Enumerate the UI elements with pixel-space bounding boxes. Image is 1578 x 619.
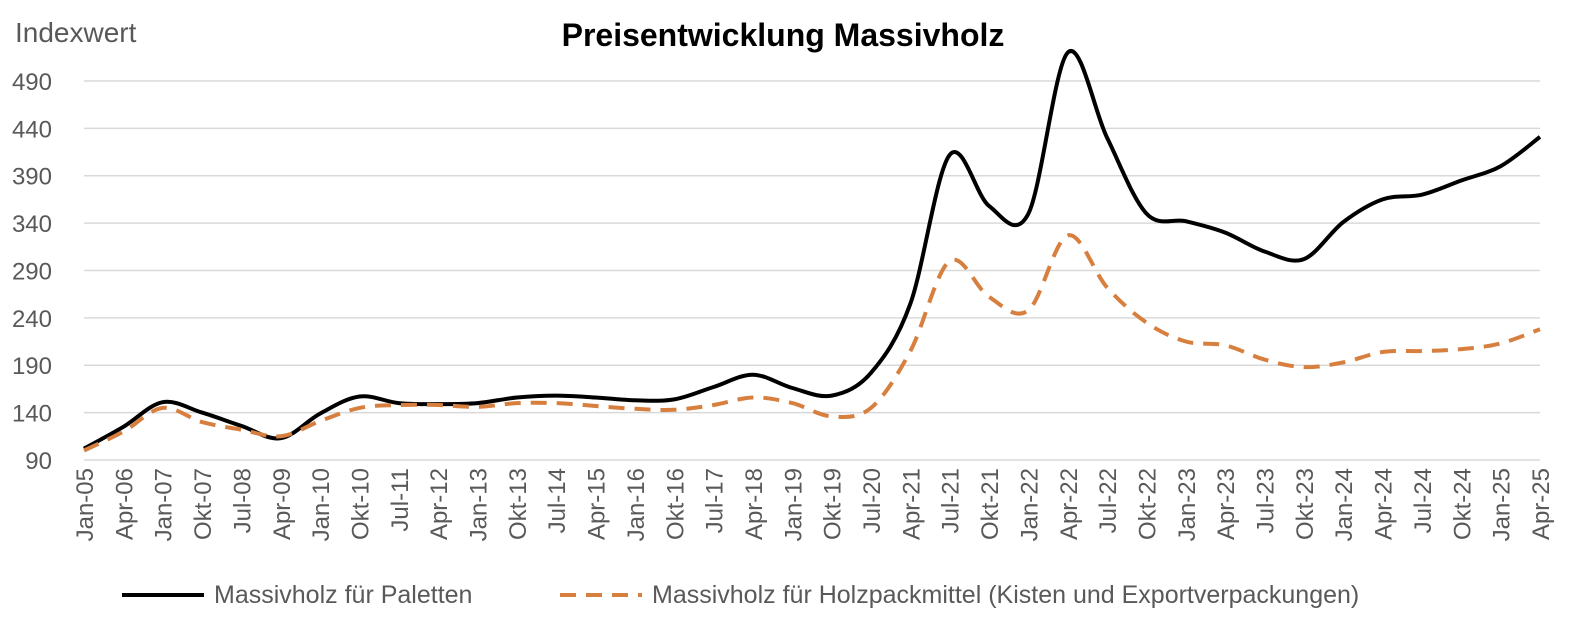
y-tick-label-490: 490 — [12, 69, 52, 96]
x-tick-label-jul-17: Jul-17 — [702, 468, 729, 533]
x-tick-label-apr-06: Apr-06 — [111, 468, 138, 540]
x-tick-label-okt-23: Okt-23 — [1292, 468, 1319, 540]
x-tick-label-jul-11: Jul-11 — [387, 468, 414, 532]
legend-label-paletten: Massivholz für Paletten — [214, 581, 472, 609]
series-line-holzpackmittel — [83, 233, 1541, 453]
y-axis-label: Indexwert — [15, 17, 137, 48]
x-tick-label-apr-15: Apr-15 — [584, 468, 611, 540]
x-tick-label-jan-07: Jan-07 — [151, 468, 178, 541]
x-tick-label-apr-12: Apr-12 — [426, 468, 453, 540]
x-tick-label-okt-19: Okt-19 — [820, 468, 847, 540]
legend: Massivholz für Paletten Massivholz für H… — [122, 581, 1359, 609]
x-tick-label-jan-19: Jan-19 — [780, 468, 807, 541]
y-tick-label-190: 190 — [12, 353, 52, 380]
x-tick-label-okt-13: Okt-13 — [505, 468, 532, 540]
x-tick-label-jul-21: Jul-21 — [938, 468, 965, 533]
y-tick-label-140: 140 — [12, 401, 52, 428]
series-line-paletten — [83, 49, 1542, 451]
x-tick-label-jul-24: Jul-24 — [1410, 468, 1437, 533]
x-tick-label-jan-13: Jan-13 — [466, 468, 493, 541]
x-tick-label-apr-09: Apr-09 — [269, 468, 296, 540]
x-tick-label-apr-24: Apr-24 — [1371, 468, 1398, 540]
chart-title: Preisentwicklung Massivholz — [562, 17, 1005, 53]
x-tick-label-jul-08: Jul-08 — [229, 468, 256, 533]
x-tick-label-jan-05: Jan-05 — [72, 468, 99, 541]
x-tick-label-okt-16: Okt-16 — [662, 468, 689, 540]
x-tick-label-jul-23: Jul-23 — [1253, 468, 1280, 533]
y-tick-label-340: 340 — [12, 211, 52, 238]
x-tick-label-jan-25: Jan-25 — [1489, 468, 1516, 541]
x-tick-label-apr-23: Apr-23 — [1213, 468, 1240, 540]
x-tick-label-jul-14: Jul-14 — [544, 468, 571, 533]
x-tick-label-apr-22: Apr-22 — [1056, 468, 1083, 540]
y-tick-label-440: 440 — [12, 116, 52, 143]
x-tick-label-okt-24: Okt-24 — [1449, 468, 1476, 540]
x-tick-label-jan-24: Jan-24 — [1331, 468, 1358, 541]
gridlines — [84, 80, 1540, 461]
x-tick-label-okt-22: Okt-22 — [1134, 468, 1161, 540]
x-tick-label-apr-25: Apr-25 — [1528, 468, 1555, 540]
y-tick-label-290: 290 — [12, 258, 52, 285]
x-tick-label-okt-07: Okt-07 — [190, 468, 217, 540]
x-tick-label-apr-21: Apr-21 — [898, 468, 925, 540]
x-tick-label-jul-20: Jul-20 — [859, 468, 886, 533]
series-lines — [83, 49, 1542, 453]
x-tick-label-jan-22: Jan-22 — [1016, 468, 1043, 541]
x-tick-label-okt-10: Okt-10 — [347, 468, 374, 540]
x-tick-label-jan-23: Jan-23 — [1174, 468, 1201, 541]
x-tick-label-jan-16: Jan-16 — [623, 468, 650, 541]
x-tick-label-jul-22: Jul-22 — [1095, 468, 1122, 533]
x-tick-label-jan-10: Jan-10 — [308, 468, 335, 541]
y-tick-label-90: 90 — [25, 448, 52, 475]
legend-label-holzpackmittel: Massivholz für Holzpackmittel (Kisten un… — [652, 581, 1359, 609]
y-tick-label-240: 240 — [12, 306, 52, 333]
x-axis-ticks: Jan-05 Apr-06 Jan-07 Okt-07 Jul-08 Apr-09 Jan-… — [72, 468, 1555, 541]
y-axis-ticks: 90 140 190 240 290 340 390 440 490 — [12, 69, 52, 475]
x-tick-label-okt-21: Okt-21 — [977, 468, 1004, 540]
x-tick-label-apr-18: Apr-18 — [741, 468, 768, 540]
y-tick-label-390: 390 — [12, 164, 52, 191]
